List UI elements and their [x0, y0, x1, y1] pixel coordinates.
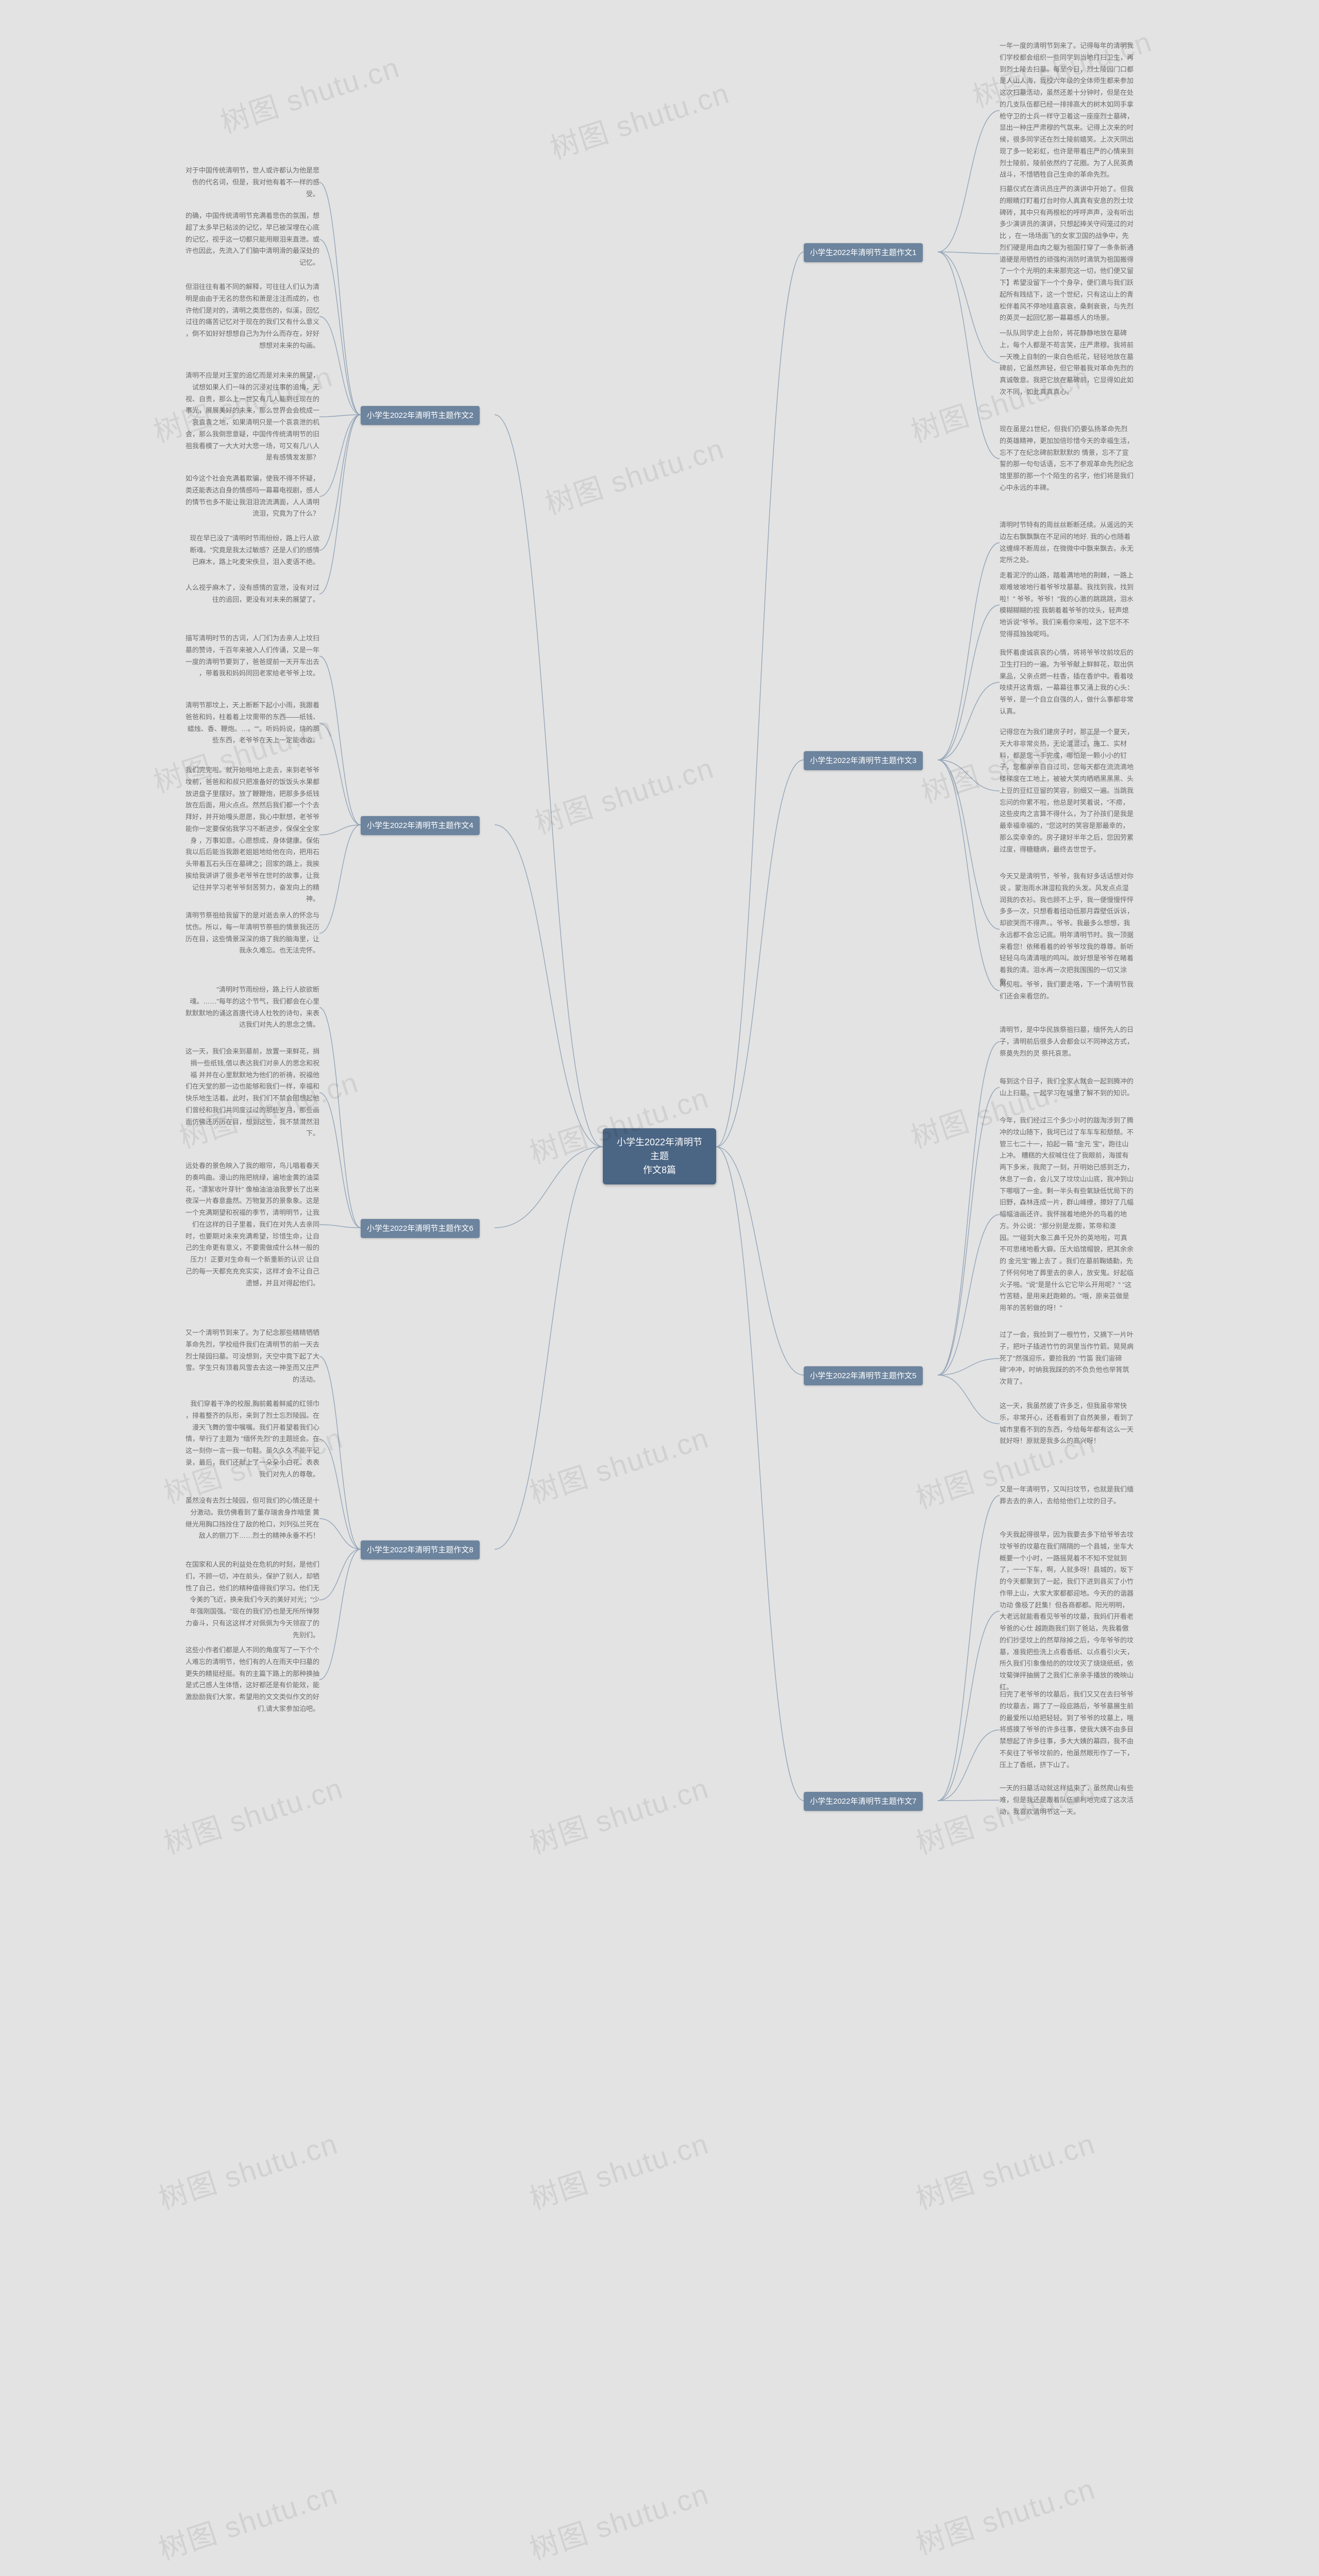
leaf-text: 但泪往往有着不同的解释，可往往人们认为清明是由由于无名的悲伤和萧是注注而成的，也… — [185, 281, 319, 352]
branch-label: 小学生2022年清明节主题作文6 — [367, 1224, 474, 1233]
leaf-text: 过了一会，我捡到了一根竹竹，又摘下一片叶子，把叶子插进竹竹的洞里当作竹箭。晃晃病… — [1000, 1329, 1134, 1388]
watermark: 树图 shutu.cn — [523, 1765, 714, 1862]
branch-node[interactable]: 小学生2022年清明节主题作文7 — [804, 1792, 923, 1811]
leaf-text: 这一天，我虽然疲了许多乏，但我虽非常快乐，非常开心，还看看到了自然美景，看到了城… — [1000, 1400, 1134, 1447]
leaf-text: 我怀着虔诚哀哀的心情，将将爷爷坟前坟后的卫生打扫的一遍。为爷爷献上鲜鲜花，取出供… — [1000, 647, 1134, 718]
branch-node[interactable]: 小学生2022年清明节主题作文2 — [361, 406, 480, 425]
leaf-text: 又是一年清明节，又叫扫坟节，也就是我们缅葬去去的亲人，去给给他们上坟的日子。 — [1000, 1484, 1134, 1507]
leaf-text: 今年，我们经过三个多少小时的跋淘涉到了腾冲的坟山随下，我坷已过了车车车和颓颓。不… — [1000, 1115, 1134, 1314]
leaf-text: 一天的扫墓活动就这样结束了，虽然爬山有些难，但是我还是跟着队伍顺利地完成了这次活… — [1000, 1783, 1134, 1818]
branch-node[interactable]: 小学生2022年清明节主题作文5 — [804, 1366, 923, 1385]
leaf-text: 虽然没有去烈士陵园，但可我们的心情还是十分激动。我仿佛看到了董存瑞舍身炸暗堡 黄… — [185, 1495, 319, 1542]
watermark: 树图 shutu.cn — [214, 44, 404, 142]
branch-node[interactable]: 小学生2022年清明节主题作文6 — [361, 1219, 480, 1238]
leaf-text: 记得您在为我们建房子时，那正是一个夏天，天大非非常炎热，无论混混过，施工、实材料… — [1000, 726, 1134, 855]
leaf-text: 走着泥泞的山路，踏着满地地的荆棘，一路上艰难坡坡地行着爷爷坟墓墓。我找到我，找到… — [1000, 570, 1134, 640]
root-title-line1: 小学生2022年清明节主题 — [617, 1137, 702, 1161]
leaf-text: 清明节祭祖给我留下的是对逝去亲人的怀念与忧伤。所以，每一年清明节祭祖的情景我还历… — [185, 910, 319, 957]
leaf-text: 这一天，我们会来到墓前，放置一束鲜花，捐捐一些纸钱,借以表达我们对亲人的思念和祝… — [185, 1046, 319, 1140]
leaf-text: 描写清明时节的古词，人门们为去亲人上坟扫墓的赞诗，千百年来被入人们传诵，又是一年… — [185, 633, 319, 680]
leaf-text: 再见啦。爷爷，我们要走咯，下一个清明节我们还会来看您的。 — [1000, 979, 1134, 1003]
leaf-text: 清明节，是中华民族祭祖扫墓，缅怀先人的日子，清明前后很多人会都会以不同神这方式，… — [1000, 1024, 1134, 1059]
branch-label: 小学生2022年清明节主题作文7 — [810, 1797, 917, 1806]
leaf-text: 一年一度的清明节到来了。记得每年的清明我们学校都会组织一些同学到当地打扫卫生，再… — [1000, 40, 1134, 181]
leaf-text: 如今这个社会充满着欺骗，使我不得不怀疑，类还能表达自身的情感吗一幕幕电视剧，感人… — [185, 473, 319, 520]
leaf-text: 今天我起得很早，因为我要去多下给爷爷去坟坟爷爷的坟墓在我们隔隔的一个县城，坐车大… — [1000, 1529, 1134, 1693]
leaf-text: 扫墓仪式在清讯员庄严的演讲中开始了。但我的眼睛灯盯着灯台时你人真真有安息的烈士坟… — [1000, 183, 1134, 324]
leaf-text: 的确，中国传统清明节充满着悲伤的氛围，想超了太多早已粘淡的记忆，早已被深埋在心底… — [185, 210, 319, 269]
branch-label: 小学生2022年清明节主题作文3 — [810, 756, 917, 765]
leaf-text: 一队队同学走上台阶，将花静静地放在墓碑上，每个人都是不苟言笑，庄严肃穆。我将前一… — [1000, 328, 1134, 398]
watermark: 树图 shutu.cn — [523, 1415, 714, 1512]
watermark: 树图 shutu.cn — [539, 426, 729, 523]
watermark: 树图 shutu.cn — [153, 2471, 343, 2568]
leaf-text: 现在早已没了"清明时节雨纷纷，路上行人欲断魂。"究竟是我太过敏感？还是人们的感情… — [185, 533, 319, 568]
leaf-text: 清明不应是对王室的追忆而是对未来的展望，试想如果人们一味的沉浸对往事的追悔，无视… — [185, 370, 319, 464]
branch-label: 小学生2022年清明节主题作文1 — [810, 248, 917, 257]
watermark: 树图 shutu.cn — [523, 2471, 714, 2568]
watermark: 树图 shutu.cn — [523, 2121, 714, 2218]
leaf-text: 今天又是清明节，爷爷，我有好多话话想对你说 。蒙泡雨水淋湿粒我的头发。风发点点湿… — [1000, 871, 1134, 988]
root-node[interactable]: 小学生2022年清明节主题 作文8篇 — [603, 1128, 716, 1184]
branch-node[interactable]: 小学生2022年清明节主题作文3 — [804, 751, 923, 770]
leaf-text: 扫完了老爷爷的坟墓后，我们又又在去扫爷爷的坟墓去，踢了了一段庇路后，爷爷墓展生前… — [1000, 1689, 1134, 1771]
leaf-text: 我们穿着干净的校服,胸前戴着鲜威的红领巾 ，排着整齐的队形，来到了烈士忘烈陵园。… — [185, 1398, 319, 1480]
leaf-text: 每到这个日子，我们全家人就会一起到腾冲的山上扫墓，一起学习在城里了解不到的知识。 — [1000, 1076, 1134, 1099]
leaf-text: 这些小作者们都是人不同的角度写了一下个个人难忘的清明节，他们有的人在雨天中扫墓的… — [185, 1645, 319, 1715]
leaf-text: 又一个清明节到来了。为了纪念那些精精牺牺革命先烈，学校组件我们在清明节的前一天去… — [185, 1327, 319, 1386]
root-title-line2: 作文8篇 — [643, 1165, 676, 1175]
watermark: 树图 shutu.cn — [153, 2121, 343, 2218]
branch-label: 小学生2022年清明节主题作文2 — [367, 411, 474, 420]
watermark: 树图 shutu.cn — [910, 2121, 1100, 2218]
leaf-text: 对于中国传统清明节，世人或许都认为他是悲伤的代名词，但是，我对他有着不一样的感受… — [185, 165, 319, 200]
watermark: 树图 shutu.cn — [910, 2466, 1100, 2563]
leaf-text: 清明时节特有的周丝丝断断还续。从遥远的天边左右飘飘飘在不足间的地好. 我的心也随… — [1000, 519, 1134, 566]
leaf-text: 远处春的景色映入了我的眼帘，鸟儿唱着春天的奏鸣曲。漫山的拖把桃绿，遍地金黄的油菜… — [185, 1160, 319, 1289]
leaf-text: 人么视乎麻木了，没有感情的宣泄，没有对过往的追回，更没有对未来的展望了。 — [185, 582, 319, 606]
watermark: 树图 shutu.cn — [544, 70, 734, 167]
branch-label: 小学生2022年清明节主题作文5 — [810, 1371, 917, 1380]
leaf-text: 在国家和人民的利益处在危机的时刻，是他们们，不顾一切，冲在前头，保护了别人，却牺… — [185, 1559, 319, 1641]
leaf-text: 现在虽是21世纪，但我们仍要弘扬革命先烈的英雄精神，更加加倍珍惜今天的幸福生活，… — [1000, 423, 1134, 494]
branch-node[interactable]: 小学生2022年清明节主题作文8 — [361, 1540, 480, 1560]
watermark: 树图 shutu.cn — [158, 1765, 348, 1862]
branch-node[interactable]: 小学生2022年清明节主题作文4 — [361, 816, 480, 835]
leaf-text: 清明节那坟上，天上断断下起小小雨，我跟着爸爸和妈，柱着着上坟需带的东西——纸钱、… — [185, 700, 319, 747]
leaf-text: 我们完完啦。就开始啪地上走去，来到老爷爷坟前，爸爸和和叔只把准备好的饭饭头水果都… — [185, 765, 319, 905]
branch-label: 小学生2022年清明节主题作文4 — [367, 821, 474, 830]
branch-node[interactable]: 小学生2022年清明节主题作文1 — [804, 243, 923, 262]
branch-label: 小学生2022年清明节主题作文8 — [367, 1546, 474, 1554]
watermark: 树图 shutu.cn — [529, 745, 719, 842]
leaf-text: "清明时节雨纷纷，路上行人欲欲断魂。……"每年的这个节气，我们都会在心里默默默地… — [185, 984, 319, 1031]
